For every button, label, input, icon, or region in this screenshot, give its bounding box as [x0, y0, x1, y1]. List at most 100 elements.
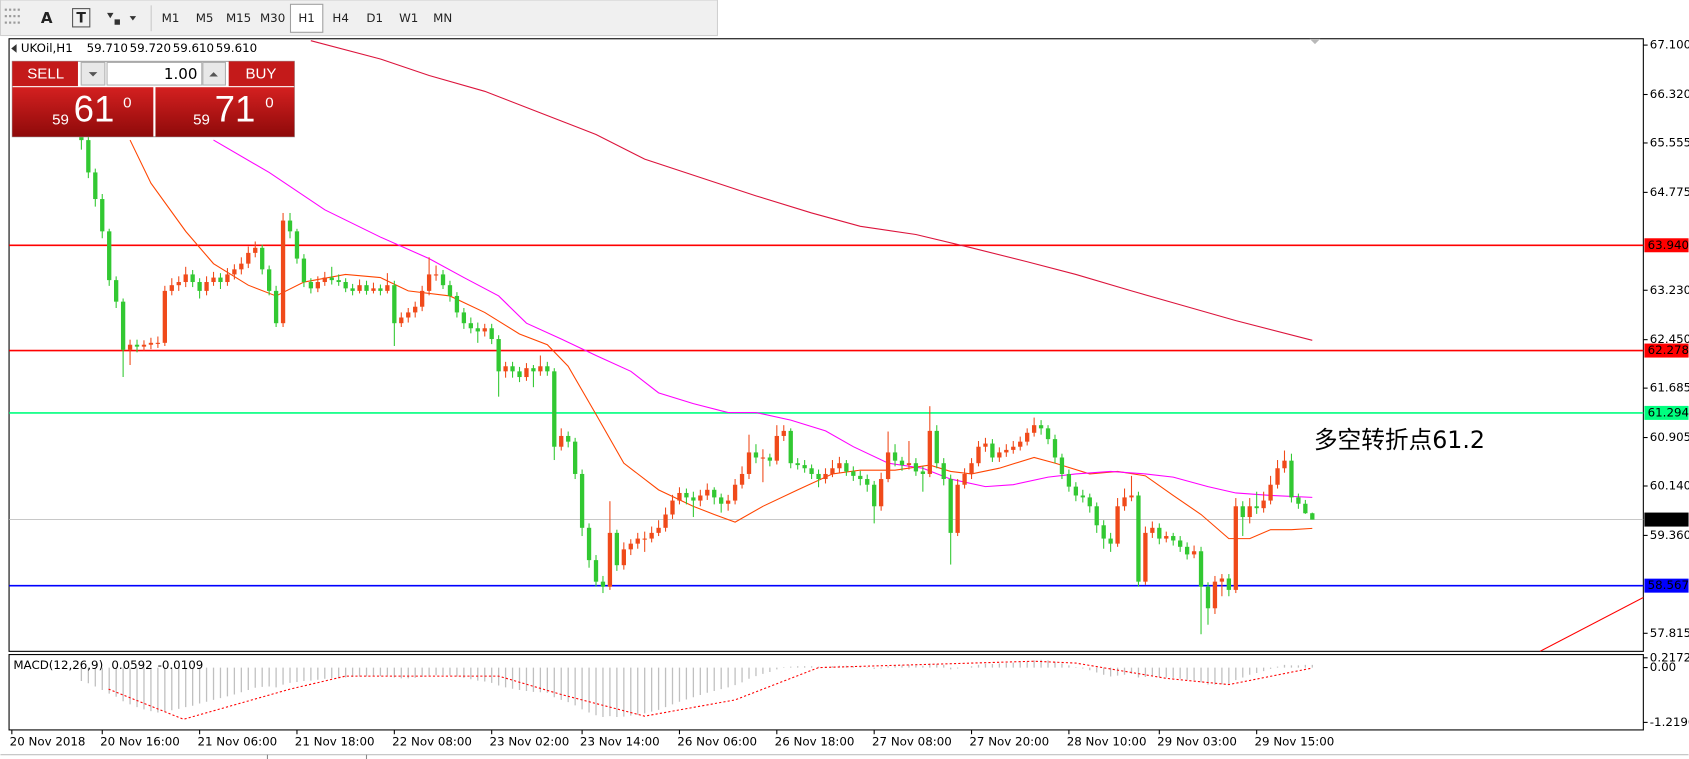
candle-body — [392, 285, 397, 324]
candle-body — [260, 247, 265, 270]
candle-body — [1282, 460, 1287, 469]
candle-body — [635, 538, 640, 544]
candle-body — [858, 475, 863, 480]
timeframe-button[interactable]: H4 — [332, 11, 348, 25]
candle-body — [1066, 473, 1072, 487]
candle-body — [1073, 486, 1079, 496]
candle-body — [809, 468, 814, 474]
candle-body — [781, 430, 786, 436]
moving-average — [310, 40, 1313, 341]
candle-body — [774, 435, 779, 461]
candle-body — [983, 443, 988, 447]
main-plot — [9, 38, 1644, 652]
sell-button[interactable] — [12, 61, 78, 87]
candle-body — [545, 366, 550, 372]
candle-body — [378, 288, 383, 291]
candle-body — [795, 463, 800, 466]
candle-body — [433, 274, 439, 276]
candle-body — [127, 344, 133, 350]
candle-body — [426, 274, 432, 291]
timeframe-active — [289, 3, 324, 33]
candle-body — [607, 532, 613, 587]
timeframe-button[interactable]: M1 — [162, 11, 180, 25]
candle-body — [851, 471, 856, 476]
candle-body — [1233, 506, 1238, 590]
candle-body — [280, 220, 286, 324]
candle-body — [1143, 532, 1148, 582]
candle-body — [273, 290, 279, 324]
level-label: 62.278 — [1648, 343, 1689, 357]
candle-body — [287, 220, 293, 232]
candle-body — [510, 366, 515, 372]
ask-main: 71 — [215, 89, 256, 130]
ask-box[interactable] — [155, 87, 295, 137]
buy-label[interactable]: BUY — [245, 65, 276, 82]
timeframe-button[interactable]: H1 — [298, 11, 314, 25]
candle-body — [413, 306, 418, 313]
lot-input[interactable] — [106, 61, 203, 86]
candle-body — [712, 489, 717, 498]
x-tick-label: 26 Nov 18:00 — [775, 734, 855, 748]
y-tick-label: 64.775 — [1650, 185, 1689, 199]
candle-body — [1240, 506, 1245, 518]
candle-body — [1045, 428, 1051, 440]
timeframe-button[interactable]: M15 — [226, 11, 251, 25]
candle-body — [865, 479, 870, 485]
candle-body — [906, 463, 912, 466]
candle-body — [107, 231, 112, 281]
candle-body — [1136, 495, 1141, 582]
candle-body — [656, 527, 661, 533]
y-tick-label: 59.360 — [1650, 528, 1689, 542]
candle-body — [176, 282, 181, 286]
bid-box[interactable] — [12, 87, 154, 137]
candle-body — [399, 317, 404, 324]
candle-body — [308, 282, 314, 289]
x-tick-label: 21 Nov 06:00 — [197, 734, 277, 748]
candle-body — [86, 140, 91, 173]
candle-body — [1025, 432, 1030, 442]
one-click-trading: SELL 1.00 BUY 59 61 0 59 71 0 — [11, 60, 295, 138]
candle-body — [802, 465, 807, 469]
candle-body — [1101, 525, 1106, 539]
candle-body — [1011, 446, 1016, 450]
label-tool[interactable]: T — [76, 10, 86, 26]
candle-body — [211, 277, 216, 283]
candle-body — [496, 339, 501, 372]
candle-body — [572, 441, 578, 474]
text-tool[interactable]: A — [41, 9, 53, 27]
candle-body — [440, 274, 446, 286]
macd-value: -0.0109 — [158, 658, 204, 672]
candle-body — [503, 366, 508, 372]
level-label: 63.940 — [1648, 238, 1689, 252]
x-tick-label: 29 Nov 15:00 — [1255, 734, 1335, 748]
level-label-bg — [1644, 512, 1689, 527]
shapes-tool[interactable] — [107, 12, 137, 25]
candle-body — [1296, 497, 1301, 504]
candle-body — [677, 492, 682, 501]
y-tick-label: 62.450 — [1650, 332, 1689, 346]
candle-body — [691, 497, 696, 501]
candle-body — [1303, 503, 1308, 514]
buy-button[interactable] — [228, 61, 295, 87]
candle-body — [614, 532, 620, 566]
candle-body — [1226, 578, 1232, 590]
candle-body — [329, 277, 334, 281]
timeframe-button[interactable]: MN — [433, 11, 452, 25]
sell-label[interactable]: SELL — [27, 65, 64, 82]
candle-body — [1115, 506, 1120, 544]
candle-body — [454, 295, 460, 313]
candle-body — [357, 285, 362, 291]
timeframe-button[interactable]: M30 — [260, 11, 285, 25]
x-tick-label: 22 Nov 08:00 — [392, 734, 472, 748]
candle-body — [218, 277, 223, 283]
candle-body — [1205, 586, 1211, 609]
timeframe-button[interactable]: M5 — [196, 11, 214, 25]
candle-body — [169, 285, 174, 291]
macd-frame — [8, 654, 1644, 731]
timeframe-button[interactable]: W1 — [399, 11, 418, 25]
chart-header: UKOil,H1 59.710 59.720 59.610 59.610 — [21, 41, 257, 55]
candle-body — [927, 430, 932, 474]
x-tick-label: 28 Nov 10:00 — [1067, 734, 1147, 748]
candle-body — [920, 471, 926, 474]
timeframe-button[interactable]: D1 — [366, 11, 383, 25]
